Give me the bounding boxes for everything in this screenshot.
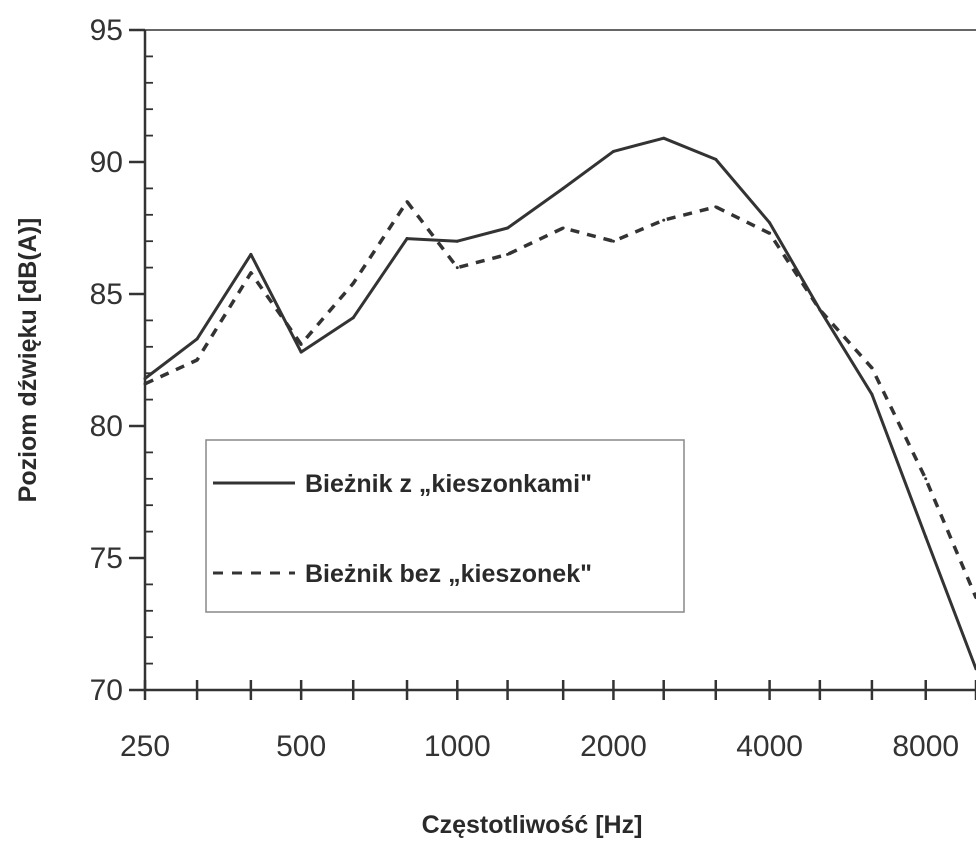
y-tick-label: 95 — [90, 14, 123, 47]
data-point — [561, 226, 565, 230]
data-point — [768, 221, 772, 225]
data-point — [714, 205, 718, 209]
y-axis-title: Poziom dźwięku [dB(A)] — [14, 218, 42, 503]
data-point — [299, 342, 303, 346]
data-point — [143, 382, 147, 386]
data-point — [506, 252, 510, 256]
data-point — [351, 316, 355, 320]
y-tick-label: 75 — [90, 542, 123, 575]
data-point — [506, 226, 510, 230]
data-point — [768, 231, 772, 235]
data-point — [662, 218, 666, 222]
y-axis-ticks: 70 75 80 85 90 95 — [90, 14, 153, 707]
data-point — [561, 186, 565, 190]
data-point — [455, 266, 459, 270]
x-tick-label: 500 — [276, 730, 326, 763]
x-axis-ticks: 250 500 1000 2000 4000 8000 — [120, 680, 976, 763]
data-point — [611, 239, 615, 243]
x-tick-label: 1000 — [424, 730, 491, 763]
legend-box — [205, 439, 685, 613]
data-point — [870, 392, 874, 396]
data-point — [405, 237, 409, 241]
data-point — [662, 136, 666, 140]
data-point — [195, 358, 199, 362]
y-tick-label: 70 — [90, 674, 123, 707]
data-point — [405, 200, 409, 204]
x-tick-label: 8000 — [892, 730, 959, 763]
x-tick-label: 250 — [120, 730, 170, 763]
x-tick-label: 2000 — [580, 730, 647, 763]
x-tick-label: 4000 — [736, 730, 803, 763]
legend-label-dashed: Bieżnik bez „kieszonek" — [305, 560, 592, 588]
y-tick-label: 90 — [90, 146, 123, 179]
data-point — [195, 337, 199, 341]
y-tick-label: 85 — [90, 278, 123, 311]
series-line-dashed — [144, 199, 976, 599]
series-layer — [143, 136, 976, 671]
data-point — [249, 252, 253, 256]
data-point — [455, 239, 459, 243]
data-point — [924, 535, 928, 539]
plot-frame — [143, 29, 976, 692]
data-point — [924, 477, 928, 481]
data-point — [249, 271, 253, 275]
y-tick-label: 80 — [90, 410, 123, 443]
data-point — [818, 308, 822, 312]
legend: Bieżnik z „kieszonkami" Bieżnik bez „kie… — [205, 439, 685, 613]
data-point — [299, 350, 303, 354]
data-point — [714, 157, 718, 161]
legend-label-solid: Bieżnik z „kieszonkami" — [305, 470, 592, 498]
data-point — [611, 149, 615, 153]
data-point — [143, 376, 147, 380]
x-axis-title: Częstotliwość [Hz] — [422, 811, 643, 839]
data-point — [870, 366, 874, 370]
data-point — [351, 281, 355, 285]
